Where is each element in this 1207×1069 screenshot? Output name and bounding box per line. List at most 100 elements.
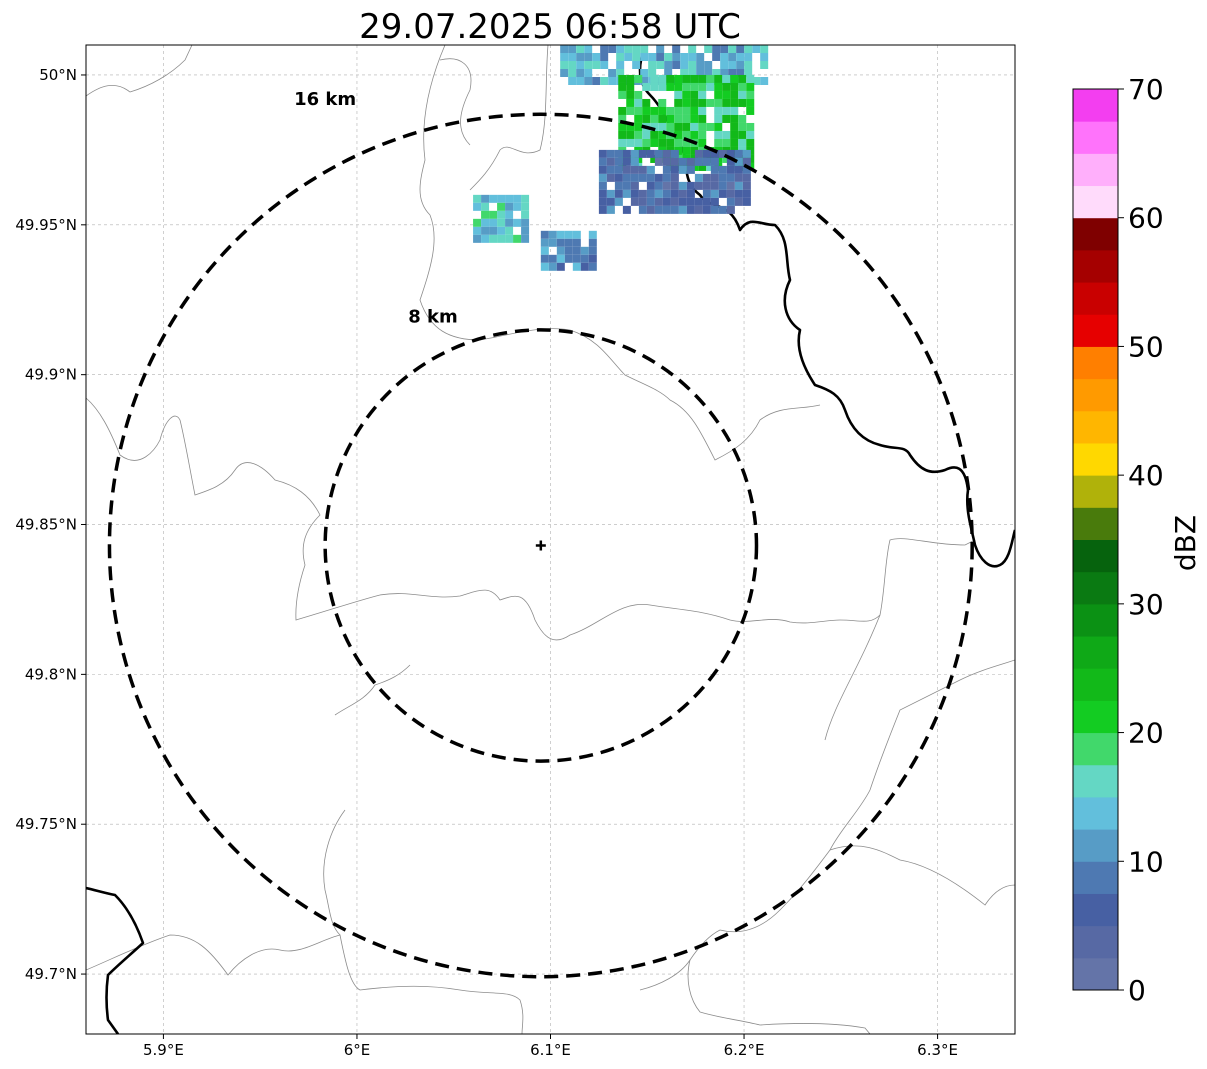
echo-cell (521, 194, 530, 203)
echo-cell (618, 122, 627, 131)
echo-cell (513, 218, 522, 227)
echo-cell (678, 157, 687, 166)
echo-cell (634, 130, 643, 139)
echo-cell (680, 61, 689, 69)
echo-cell (560, 53, 569, 61)
echo-cell (614, 189, 623, 198)
echo-cell (656, 45, 665, 53)
echo-cell (734, 197, 743, 206)
echo-cell (726, 189, 735, 198)
echo-cell (690, 98, 699, 107)
echo-cell (744, 61, 753, 69)
echo-cell (497, 210, 506, 219)
echo-cell (694, 149, 703, 158)
colorbar-bin (1073, 829, 1118, 862)
colorbar-bin (1073, 410, 1118, 444)
echo-cell (548, 230, 557, 239)
echo-cell (662, 165, 671, 174)
echo-cell (662, 157, 671, 166)
echo-cell (616, 45, 625, 53)
echo-cell (560, 61, 569, 69)
lon-tick-label: 5.9°E (143, 1041, 184, 1059)
echo-cell (608, 69, 617, 77)
echo-cell (710, 173, 719, 182)
echo-cell (632, 45, 641, 53)
echo-cell (670, 189, 679, 198)
echo-cell (726, 173, 735, 182)
echo-cell (690, 90, 699, 99)
echo-cell (682, 130, 691, 139)
colorbar-bin (1073, 571, 1118, 605)
echo-cell (714, 122, 723, 131)
echo-cell (556, 238, 565, 247)
echo-cell (662, 181, 671, 190)
echo-cell (634, 122, 643, 131)
echo-cell (540, 254, 549, 263)
echo-cell (702, 205, 711, 214)
echo-cell (598, 189, 607, 198)
echo-cell (572, 238, 581, 247)
echo-cell (564, 230, 573, 239)
echo-cell (680, 69, 689, 77)
echo-cell (670, 173, 679, 182)
echo-cell (674, 138, 683, 147)
colorbar-label: dBZ (1169, 515, 1202, 571)
echo-cell (662, 149, 671, 158)
echo-cell (738, 130, 747, 139)
echo-cell (650, 74, 659, 83)
colorbar-bin (1073, 346, 1118, 380)
echo-cell (630, 197, 639, 206)
echo-cell (622, 173, 631, 182)
echo-cell (638, 165, 647, 174)
echo-cell (678, 197, 687, 206)
echo-cell (505, 234, 514, 243)
echo-cell (696, 53, 705, 61)
echo-cell (513, 202, 522, 211)
echo-cell (505, 218, 514, 227)
echo-cell (702, 181, 711, 190)
echo-cell (718, 165, 727, 174)
echo-cell (734, 173, 743, 182)
echo-cell (646, 173, 655, 182)
lon-tick-label: 6.2°E (724, 1041, 765, 1059)
echo-cell (674, 98, 683, 107)
echo-cell (598, 149, 607, 158)
echo-cell (580, 262, 589, 271)
echo-cell (630, 173, 639, 182)
echo-cell (588, 238, 597, 247)
echo-cell (497, 226, 506, 235)
echo-cell (556, 230, 565, 239)
echo-cell (580, 246, 589, 255)
echo-cell (622, 165, 631, 174)
echo-cell (682, 114, 691, 123)
echo-cell (618, 130, 627, 139)
echo-cell (670, 157, 679, 166)
radar-echo-layer (473, 45, 769, 271)
echo-cell (505, 202, 514, 211)
echo-cell (706, 82, 715, 91)
echo-cell (674, 90, 683, 99)
echo-cell (634, 114, 643, 123)
echo-cell (714, 82, 723, 91)
lat-tick-label: 49.85°N (15, 516, 77, 534)
echo-cell (521, 202, 530, 211)
echo-cell (662, 173, 671, 182)
echo-cell (548, 262, 557, 271)
echo-cell (650, 130, 659, 139)
echo-cell (614, 157, 623, 166)
echo-cell (744, 69, 753, 77)
colorbar-tick-label: 50 (1128, 330, 1164, 363)
echo-cell (722, 154, 731, 163)
echo-cell (521, 226, 530, 235)
lon-tick-label: 6.1°E (530, 1041, 571, 1059)
echo-cell (704, 69, 713, 77)
echo-cell (710, 189, 719, 198)
echo-cell (734, 181, 743, 190)
colorbar-tick-label: 20 (1128, 717, 1164, 750)
colorbar-bin (1073, 732, 1118, 766)
echo-cell (728, 61, 737, 69)
echo-cell (730, 122, 739, 131)
echo-cell (632, 53, 641, 61)
echo-cell (742, 165, 751, 174)
echo-cell (698, 106, 707, 115)
